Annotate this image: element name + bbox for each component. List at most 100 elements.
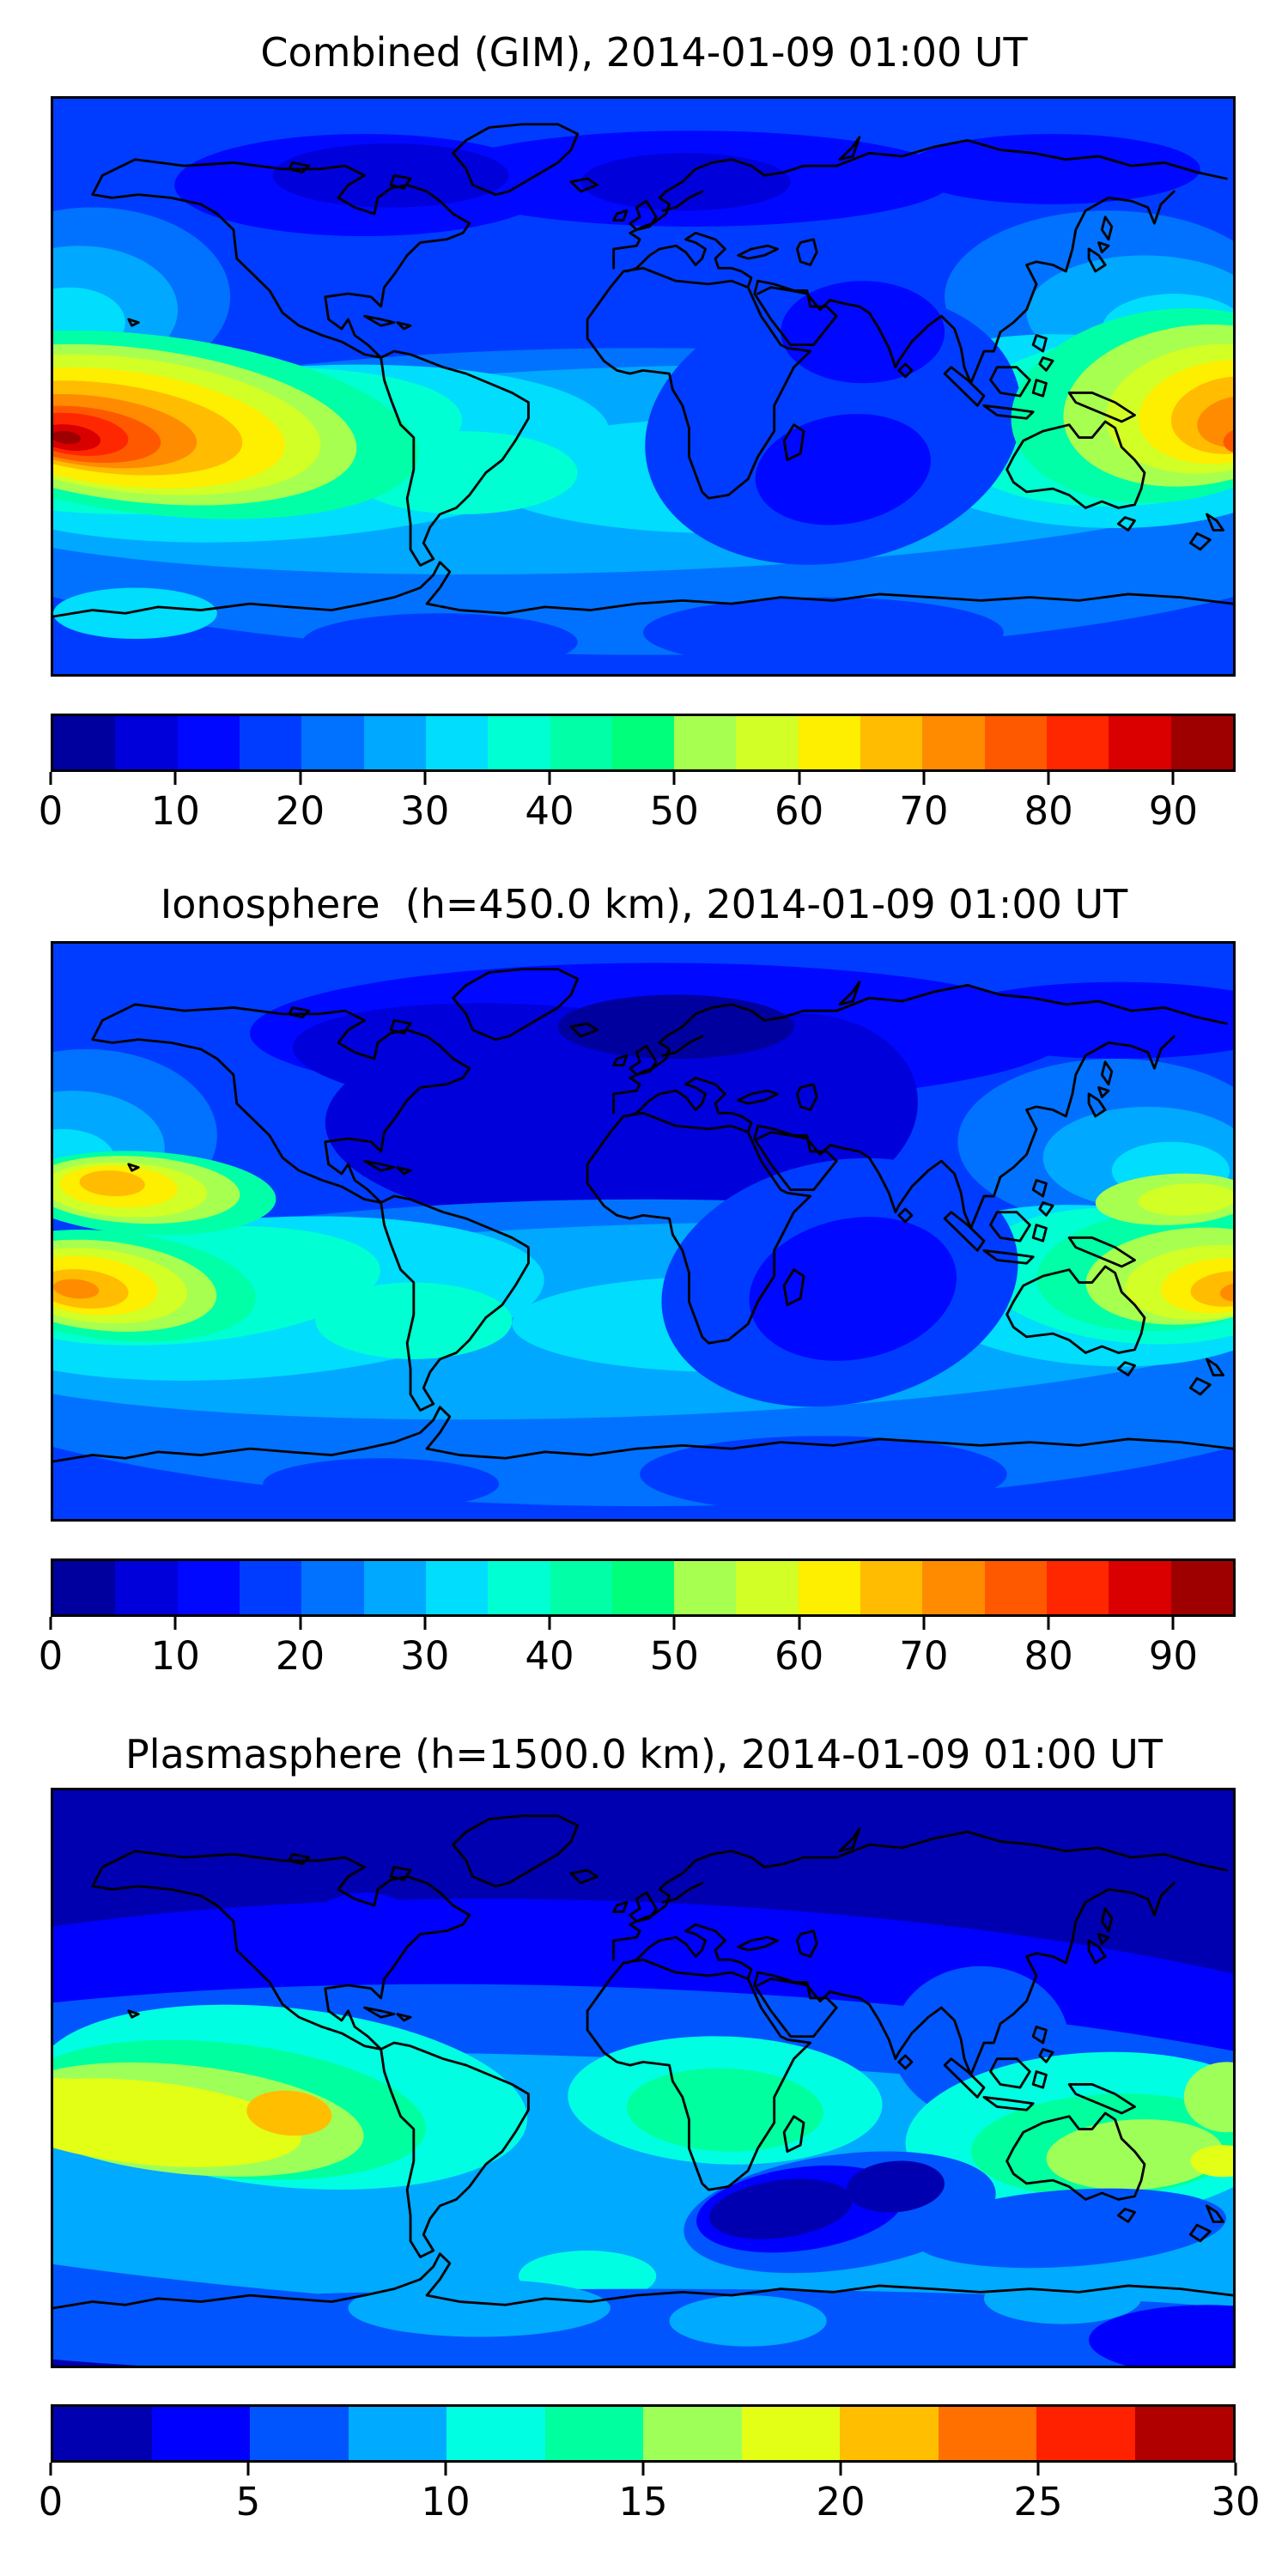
colorbar-segment xyxy=(250,2407,349,2460)
colorbar-segment xyxy=(674,716,737,769)
colorbar-segment xyxy=(53,716,116,769)
colorbar-segment xyxy=(984,716,1047,769)
colorbar-segment xyxy=(674,1561,737,1614)
colorbar-segment xyxy=(425,716,489,769)
panel-title-plasmasphere: Plasmasphere (h=1500.0 km), 2014-01-09 0… xyxy=(125,1731,1163,1777)
colorbar-tick xyxy=(246,2463,250,2476)
colorbar-tick-label: 80 xyxy=(1024,788,1073,834)
colorbar-segment xyxy=(922,716,985,769)
colorbar-tick xyxy=(672,772,676,785)
contour-band xyxy=(1219,1282,1233,1303)
colorbar-tick xyxy=(1171,772,1175,785)
colorbar-tick-label: 20 xyxy=(816,2479,866,2524)
contour-band xyxy=(315,1282,513,1359)
colorbar-tick-label: 70 xyxy=(899,788,949,834)
colorbar-tick-label: 60 xyxy=(774,1633,824,1679)
colorbar-segment xyxy=(860,716,923,769)
colorbar-tick xyxy=(922,772,926,785)
colorbar-segment xyxy=(177,716,240,769)
contour-band xyxy=(79,1170,145,1197)
colorbar-tick-label: 90 xyxy=(1148,788,1198,834)
colorbar-segment xyxy=(544,2407,643,2460)
colorbar-segment xyxy=(1036,2407,1135,2460)
colorbar-segment xyxy=(798,1561,861,1614)
contour-band xyxy=(53,2288,1233,2366)
colorbar-tick xyxy=(423,1617,427,1630)
colorbar-tick xyxy=(299,772,302,785)
colorbar-segment xyxy=(177,1561,240,1614)
colorbar-segment xyxy=(301,1561,364,1614)
colorbar-segment xyxy=(53,2407,152,2460)
contour-band xyxy=(709,2178,853,2239)
colorbar-tick xyxy=(423,772,427,785)
colorbar-tick xyxy=(49,2463,52,2476)
contour-band xyxy=(1190,2145,1233,2178)
colorbar-tick xyxy=(173,772,177,785)
colorbar-segment xyxy=(1109,1561,1171,1614)
colorbar-segment xyxy=(1170,716,1233,769)
colorbar-segment xyxy=(1134,2407,1233,2460)
colorbar-tick xyxy=(548,772,551,785)
colorbar-tick xyxy=(548,1617,551,1630)
colorbar-segment xyxy=(301,716,364,769)
contour-band xyxy=(640,1436,1007,1513)
colorbar-ticks-plasmasphere xyxy=(49,2463,1237,2476)
contour-band xyxy=(643,597,1004,668)
colorbar-segment xyxy=(488,1561,550,1614)
colorbar-tick-label: 10 xyxy=(150,788,200,834)
contour-band xyxy=(302,613,578,671)
world-map-ionosphere xyxy=(51,941,1236,1522)
colorbar-segment xyxy=(798,716,861,769)
colorbar-tick-label: 40 xyxy=(525,788,574,834)
contour-band xyxy=(557,994,794,1059)
contour-band xyxy=(1183,2062,1233,2133)
colorbar-tick xyxy=(173,1617,177,1630)
contour-band xyxy=(272,143,509,208)
contour-band xyxy=(983,2273,1142,2324)
colorbar-segment xyxy=(239,1561,302,1614)
contour-band xyxy=(348,2279,611,2337)
colorbar-tick xyxy=(299,1617,302,1630)
colorbar-tick-label: 0 xyxy=(38,788,64,834)
colorbar-segment xyxy=(860,1561,923,1614)
colorbar-tick-label: 50 xyxy=(649,1633,699,1679)
colorbar-segment xyxy=(736,1561,799,1614)
contour-band xyxy=(749,1217,957,1361)
colorbar-tick xyxy=(641,2463,645,2476)
colorbar-segment xyxy=(611,716,675,769)
contour-band xyxy=(669,2295,827,2347)
colorbar-tick-labels-combined: 0 10 20 30 40 50 60 70 80 90 xyxy=(39,788,1236,836)
colorbar-tick-labels-plasmasphere: 0 5 10 15 20 25 30 xyxy=(39,2479,1261,2527)
colorbar-tick xyxy=(1047,1617,1050,1630)
contour-band xyxy=(755,414,931,526)
colorbar-ionosphere xyxy=(51,1558,1236,1617)
colorbar-segment xyxy=(1170,1561,1233,1614)
colorbar-segment xyxy=(53,1561,116,1614)
colorbar-segment xyxy=(550,716,612,769)
colorbar-segment xyxy=(1109,716,1171,769)
colorbar-segment xyxy=(741,2407,840,2460)
colorbar-tick xyxy=(798,772,801,785)
contour-band xyxy=(53,430,82,445)
contour-band xyxy=(905,133,1200,204)
colorbar-segment xyxy=(363,1561,426,1614)
colorbar-tick xyxy=(49,772,52,785)
colorbar-tick xyxy=(1036,2463,1040,2476)
colorbar-segment xyxy=(736,716,799,769)
colorbar-segment xyxy=(1047,1561,1109,1614)
colorbar-tick-label: 25 xyxy=(1013,2479,1063,2524)
contour-band xyxy=(1046,2119,1224,2190)
contour-map-plasmasphere xyxy=(53,1790,1233,2366)
colorbar-tick-label: 50 xyxy=(649,788,699,834)
coastline xyxy=(53,1814,1233,2310)
colorbar-tick xyxy=(444,2463,447,2476)
colorbar-tick-label: 15 xyxy=(618,2479,668,2524)
contour-band xyxy=(1089,2305,1233,2366)
colorbar-tick-label: 10 xyxy=(150,1633,200,1679)
colorbar-tick-label: 30 xyxy=(400,788,450,834)
colorbar-tick-label: 0 xyxy=(38,1633,64,1679)
colorbar-tick-label: 5 xyxy=(235,2479,261,2524)
colorbar-plasmasphere xyxy=(51,2404,1236,2463)
colorbar-tick-label: 30 xyxy=(1211,2479,1261,2524)
colorbar-tick-label: 80 xyxy=(1024,1633,1073,1679)
